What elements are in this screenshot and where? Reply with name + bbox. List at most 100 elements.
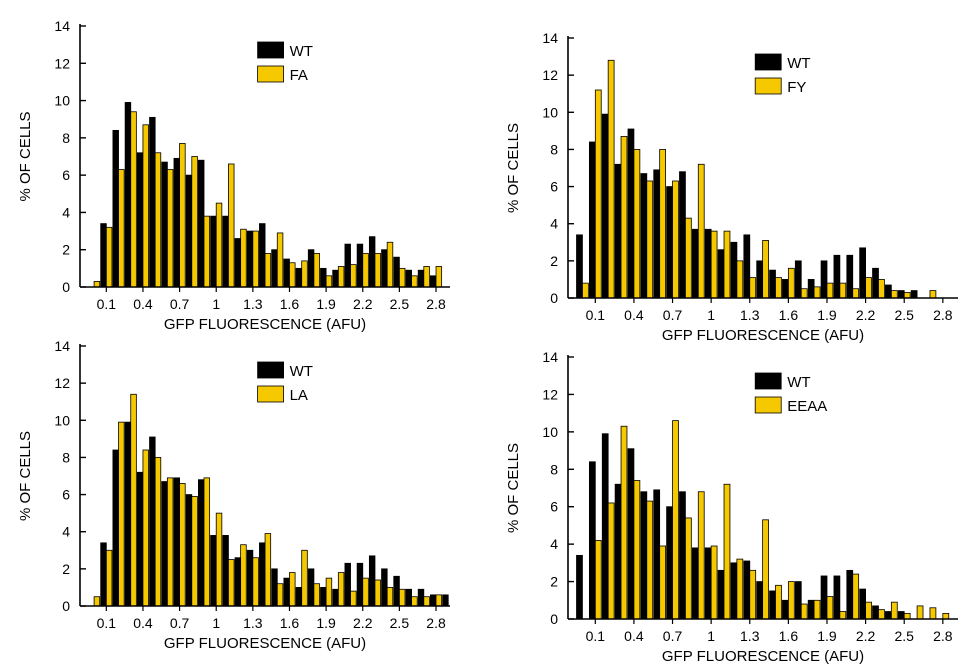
legend-swatch-wt [257,41,285,59]
bar-fa-16 [289,262,296,288]
bar-wt-28 [429,275,437,288]
y-tick-label: 14 [54,18,70,34]
bar-la-11 [228,559,235,607]
bar-la-21 [350,590,357,607]
bar-eeaa-17 [800,603,808,620]
bar-wt-29 [442,594,449,607]
legend-label-fy: FY [787,79,806,96]
bar-la-14 [264,533,272,607]
bar-eeaa-5 [646,500,654,620]
bar-fa-26 [411,275,418,288]
bar-la-20 [337,572,345,607]
bar-eeaa-8 [685,517,692,620]
bar-wt-9 [197,159,205,288]
legend-label-la: LA [290,387,308,404]
y-tick-label: 12 [542,67,558,83]
bar-eeaa-3 [620,425,628,620]
bar-wt-5 [149,436,156,607]
bar-eeaa-10 [710,545,718,620]
bar-wt-20 [332,588,339,607]
legend-swatch-fy [754,77,782,95]
bar-wt-23 [872,267,879,299]
bar-fy-21 [852,288,860,299]
bar-wt-19 [320,587,327,607]
bar-fa-23 [374,253,381,288]
x-tick-label: 1 [212,615,220,631]
bar-la-2 [118,421,125,607]
histogram-panel-2: 0 2 4 6 8 10 12 14 0.1 0.4 0.7 1 1.3 1.6 1.9 2.2 2.5 2.8 G… [505,30,958,344]
bar-wt-17 [794,581,802,620]
x-tick-label: 1 [212,296,220,312]
bar-la-5 [154,457,162,607]
bar-wt-23 [368,236,376,288]
bar-wt-9 [691,228,699,299]
bar-eeaa-6 [659,545,666,620]
bar-wt-6 [161,161,168,288]
bar-wt-9 [691,547,699,620]
bar-la-19 [325,577,333,607]
y-tick-label: 14 [54,338,70,354]
y-tick-label: 6 [550,499,558,515]
bar-la-12 [240,544,247,607]
bar-wt-2 [601,113,609,299]
bar-wt-23 [368,555,376,607]
bar-wt-24 [381,568,388,607]
bar-fy-0 [582,282,589,299]
bar-wt-9 [197,479,205,607]
y-tick-label: 4 [62,204,70,220]
x-tick-label: 0.4 [133,296,153,312]
bar-wt-6 [653,489,661,620]
histogram-panel-1: 0 2 4 6 8 10 12 14 0.1 0.4 0.7 1 1.3 1.6 1.9 2.2 2.5 2.8 G… [17,18,450,333]
x-tick-label: 1.9 [817,628,837,644]
bar-wt-20 [833,254,841,299]
bar-fy-7 [672,180,679,299]
y-tick-label: 10 [54,93,70,109]
x-tick-label: 2.8 [426,615,446,631]
y-tick-label: 12 [54,55,70,71]
legend-swatch-la [257,385,285,403]
bar-la-3 [130,393,137,607]
bar-la-0 [93,596,101,607]
legend-label-wt: WT [290,43,313,60]
bar-wt-24 [885,284,892,299]
bar-wt-2 [601,433,609,620]
bar-eeaa-16 [787,581,795,620]
bar-wt-25 [897,611,905,620]
bar-wt-7 [173,157,180,288]
bar-wt-3 [614,483,622,620]
bar-wt-13 [743,560,751,620]
bar-eeaa-14 [762,519,769,620]
bar-la-9 [203,477,211,607]
x-tick-label: 2.2 [856,307,876,323]
bar-fa-6 [166,169,174,288]
legend-label-wt: WT [787,55,810,72]
y-tick-label: 2 [62,242,70,258]
x-tick-label: 2.5 [894,628,914,644]
bar-eeaa-1 [594,540,602,620]
bar-la-4 [142,449,149,607]
bar-la-8 [191,496,198,607]
bar-fy-17 [800,288,808,299]
x-tick-label: 2.2 [353,615,373,631]
bar-eeaa-20 [839,611,847,620]
y-axis-title: % OF CELLS [17,431,34,521]
bar-fa-12 [240,228,247,288]
bar-wt-16 [782,599,789,620]
y-tick-label: 4 [550,216,558,232]
bar-wt-19 [320,267,327,288]
x-tick-label: 0.1 [97,615,117,631]
bar-fy-19 [826,282,834,299]
legend-swatch-wt [754,372,782,390]
bar-wt-3 [614,163,622,299]
y-tick-label: 10 [542,104,558,120]
bar-wt-28 [429,594,437,607]
bar-eeaa-4 [633,480,641,620]
x-axis-title: GFP FLUORESCENCE (AFU) [164,635,366,652]
bar-wt-21 [846,254,854,299]
bar-wt-17 [295,587,303,607]
bar-wt-3 [124,421,132,607]
bar-fa-9 [203,215,211,288]
bar-eeaa-24 [890,601,898,620]
bar-eeaa-21 [852,573,860,620]
